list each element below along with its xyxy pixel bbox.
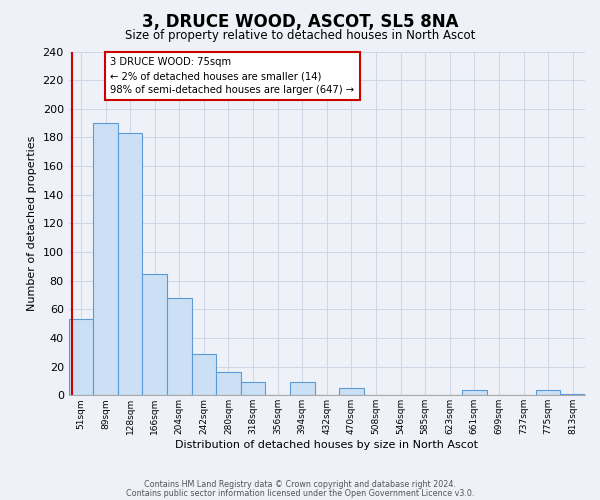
Bar <box>191 354 216 396</box>
Bar <box>68 320 93 396</box>
Bar <box>339 388 364 396</box>
Text: 3 DRUCE WOOD: 75sqm
← 2% of detached houses are smaller (14)
98% of semi-detache: 3 DRUCE WOOD: 75sqm ← 2% of detached hou… <box>110 57 355 95</box>
Text: Contains public sector information licensed under the Open Government Licence v3: Contains public sector information licen… <box>126 488 474 498</box>
Text: Contains HM Land Registry data © Crown copyright and database right 2024.: Contains HM Land Registry data © Crown c… <box>144 480 456 489</box>
Y-axis label: Number of detached properties: Number of detached properties <box>27 136 37 311</box>
Bar <box>560 394 585 396</box>
Bar <box>118 133 142 396</box>
Bar <box>241 382 265 396</box>
Bar <box>536 390 560 396</box>
Text: 3, DRUCE WOOD, ASCOT, SL5 8NA: 3, DRUCE WOOD, ASCOT, SL5 8NA <box>142 12 458 30</box>
Text: Size of property relative to detached houses in North Ascot: Size of property relative to detached ho… <box>125 29 475 42</box>
Bar <box>462 390 487 396</box>
Bar <box>167 298 191 396</box>
X-axis label: Distribution of detached houses by size in North Ascot: Distribution of detached houses by size … <box>175 440 478 450</box>
Bar <box>216 372 241 396</box>
Bar <box>142 274 167 396</box>
Bar <box>290 382 314 396</box>
Bar <box>93 123 118 396</box>
